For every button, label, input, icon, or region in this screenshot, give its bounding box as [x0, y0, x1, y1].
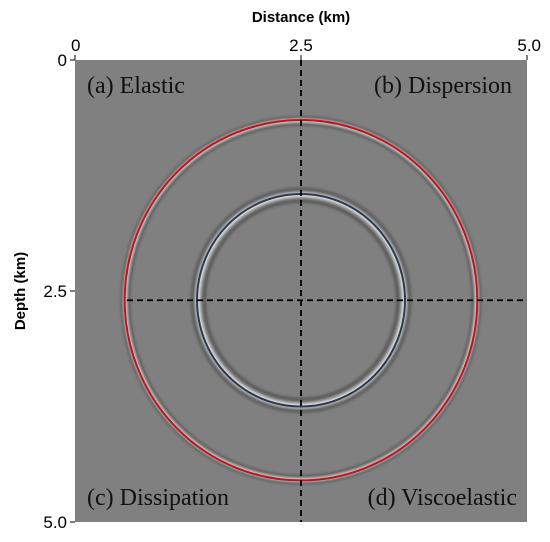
- x-tick-group: 0 2.5 5.0: [71, 36, 541, 60]
- panel-label-group: (a) Elastic (b) Dispersion (c) Dissipation…: [87, 73, 517, 511]
- x-tick-label: 5.0: [517, 36, 541, 55]
- panel-label-d: (d) Viscoelastic: [368, 485, 517, 511]
- reference-line-group: [127, 60, 527, 522]
- y-axis-title: Depth (km): [12, 252, 29, 330]
- y-tick-group: 0 2.5 5.0: [43, 51, 75, 532]
- x-tick-label: 0: [71, 36, 80, 55]
- panel-label-b: (b) Dispersion: [374, 73, 512, 99]
- x-axis-title: Distance (km): [252, 9, 350, 26]
- panel-label-c: (c) Dissipation: [87, 485, 229, 511]
- y-tick-label: 0: [58, 51, 67, 70]
- panel-label-a: (a) Elastic: [87, 73, 185, 99]
- y-tick-label: 2.5: [43, 282, 67, 301]
- y-tick-label: 5.0: [43, 513, 67, 532]
- x-tick-label: 2.5: [289, 36, 313, 55]
